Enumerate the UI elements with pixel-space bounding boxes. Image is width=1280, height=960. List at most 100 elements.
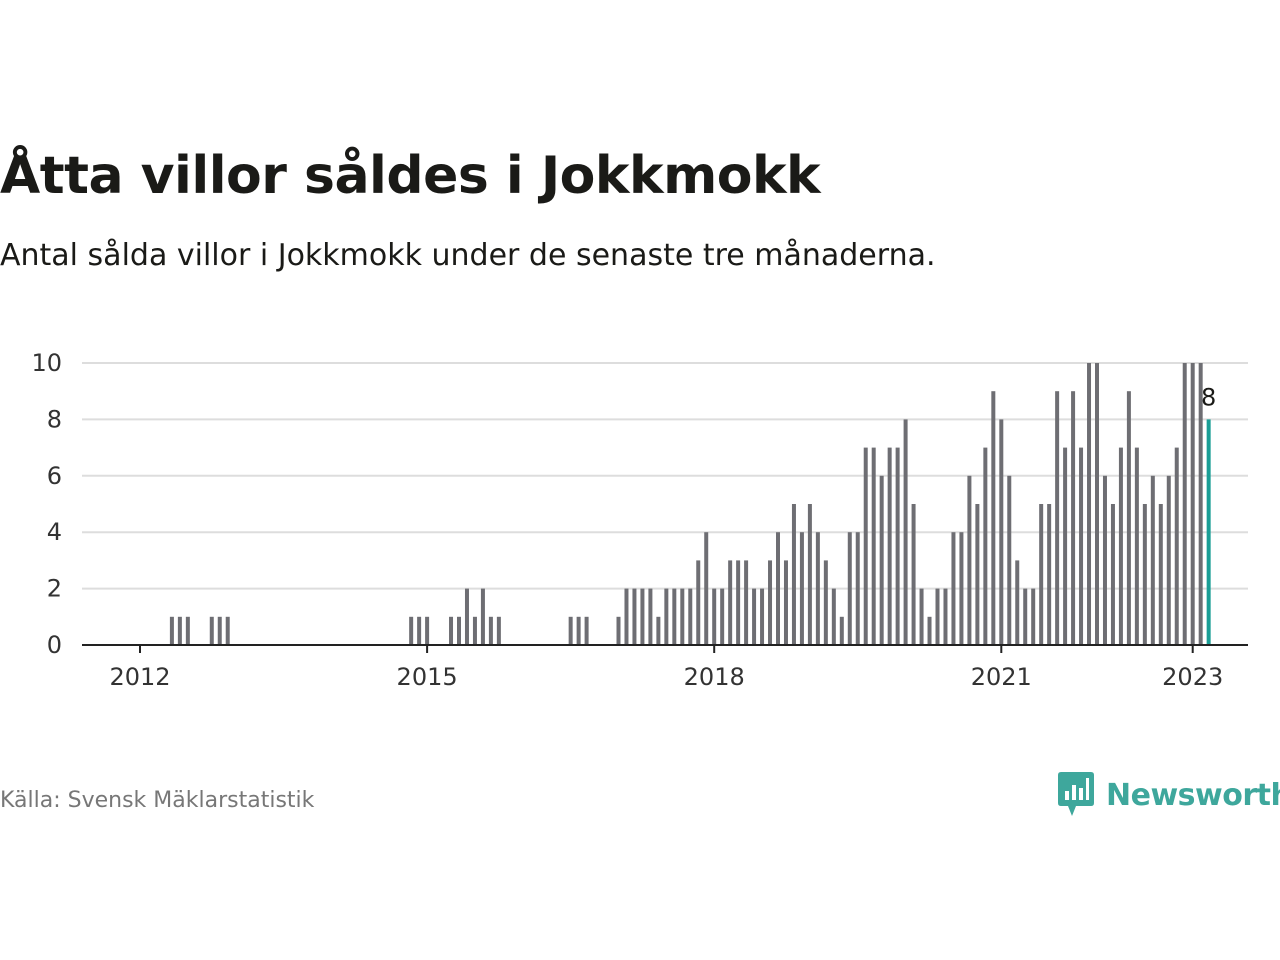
bar <box>799 532 804 645</box>
bar <box>624 588 629 645</box>
bar <box>472 616 477 645</box>
bar-highlight <box>1206 419 1211 645</box>
bar <box>927 616 932 645</box>
bar <box>1118 447 1123 645</box>
bar <box>496 616 501 645</box>
bar <box>744 560 749 645</box>
bar <box>983 447 988 645</box>
bar <box>855 532 860 645</box>
bar <box>1015 560 1020 645</box>
chart-title: Åtta villor såldes i Jokkmokk <box>0 146 821 206</box>
y-tick-label: 10 <box>31 349 62 377</box>
x-tick-label: 2012 <box>109 663 170 691</box>
bar <box>815 532 820 645</box>
bar <box>783 560 788 645</box>
bar <box>1047 504 1052 645</box>
bar <box>457 616 461 645</box>
bar <box>648 588 653 645</box>
bar <box>425 616 430 645</box>
bar <box>185 616 190 645</box>
bar <box>576 616 581 645</box>
bar <box>1198 363 1203 645</box>
bar <box>1174 447 1179 645</box>
bar <box>449 616 454 645</box>
bar <box>488 616 493 645</box>
bar <box>895 447 900 645</box>
bar <box>752 588 757 645</box>
bar <box>1087 363 1092 645</box>
bar <box>1095 363 1099 645</box>
bar <box>823 560 828 645</box>
bar <box>1071 391 1076 645</box>
bar <box>1166 475 1171 645</box>
bar <box>1110 504 1115 645</box>
bar <box>807 504 812 645</box>
bar <box>1023 588 1028 645</box>
bar <box>728 560 733 645</box>
bar <box>1031 588 1036 645</box>
bar <box>1150 475 1155 645</box>
bar <box>999 419 1004 645</box>
bar <box>568 616 573 645</box>
newsworthy-icon <box>1058 772 1094 816</box>
chart-subtitle: Antal sålda villor i Jokkmokk under de s… <box>0 238 936 273</box>
bar <box>1182 363 1187 645</box>
bar <box>712 588 717 645</box>
highlight-value-label: 8 <box>1201 383 1216 411</box>
bar <box>409 616 414 645</box>
newsworthy-logo[interactable]: Newsworthy <box>1058 772 1280 818</box>
x-tick-label: 2018 <box>684 663 745 691</box>
bar <box>887 447 892 645</box>
bar <box>632 588 637 645</box>
bar <box>672 588 677 645</box>
bar <box>1055 391 1060 645</box>
bar <box>217 616 222 645</box>
bar <box>991 391 996 645</box>
bar <box>935 588 940 645</box>
bar <box>1134 447 1139 645</box>
x-tick-label: 2023 <box>1162 663 1223 691</box>
bar <box>863 447 868 645</box>
bar <box>664 588 669 645</box>
bar <box>736 560 741 645</box>
bar <box>776 532 780 645</box>
bar <box>464 588 469 645</box>
bar <box>1158 504 1163 645</box>
bar <box>704 532 709 645</box>
bar <box>791 504 796 645</box>
bar <box>1007 475 1012 645</box>
bar <box>688 588 693 645</box>
bar <box>480 588 485 645</box>
bar <box>1190 363 1195 645</box>
bar <box>1079 447 1084 645</box>
y-tick-label: 6 <box>47 462 62 490</box>
bar-chart: 0 2 4 6 8 10 8 2012 2015 2018 2021 2023 <box>31 349 1248 691</box>
x-tick-label: 2021 <box>971 663 1032 691</box>
bar <box>584 616 589 645</box>
bar <box>768 560 773 645</box>
source-note: Källa: Svensk Mäklarstatistik <box>0 788 315 813</box>
bar <box>177 616 182 645</box>
bar <box>696 560 701 645</box>
bar <box>1102 475 1107 645</box>
y-tick-label: 2 <box>47 575 62 603</box>
bar <box>847 532 852 645</box>
bar <box>1126 391 1131 645</box>
bar <box>943 588 948 645</box>
bars <box>169 363 1211 645</box>
bar <box>967 475 972 645</box>
bar <box>225 616 230 645</box>
bar <box>839 616 844 645</box>
bar <box>975 504 980 645</box>
bar <box>209 616 214 645</box>
bar <box>879 475 884 645</box>
bar <box>720 588 725 645</box>
bar <box>640 588 645 645</box>
bar <box>616 616 621 645</box>
y-tick-label: 4 <box>47 518 62 546</box>
bar <box>1142 504 1147 645</box>
bar <box>169 616 174 645</box>
bar <box>760 588 765 645</box>
y-tick-label: 0 <box>47 631 62 659</box>
bar <box>1039 504 1044 645</box>
